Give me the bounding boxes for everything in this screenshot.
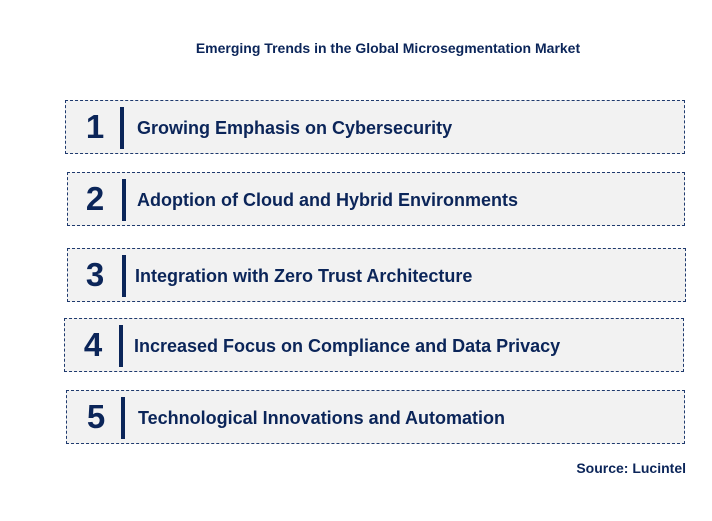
divider [122,255,126,297]
item-label: Adoption of Cloud and Hybrid Environment… [137,190,518,210]
trend-item-2: 2 Adoption of Cloud and Hybrid Environme… [67,172,685,226]
divider [121,397,125,439]
divider [122,179,126,221]
source-note: Source: Lucintel [576,460,686,476]
item-number: 2 [85,180,105,217]
item-number: 4 [83,326,103,363]
item-number: 5 [86,398,106,435]
item-label: Technological Innovations and Automation [138,408,506,428]
item-label: Growing Emphasis on Cybersecurity [137,118,453,138]
item-label: Increased Focus on Compliance and Data P… [134,336,561,356]
trend-item-1: 1 Growing Emphasis on Cybersecurity [65,100,685,154]
diagram-title: Emerging Trends in the Global Microsegme… [195,40,581,56]
item-number: 1 [85,108,105,145]
trend-item-4: 4 Increased Focus on Compliance and Data… [64,318,684,372]
divider [120,107,124,149]
item-number: 3 [85,256,105,293]
divider [119,325,123,367]
trend-item-3: 3 Integration with Zero Trust Architectu… [67,248,686,302]
item-label: Integration with Zero Trust Architecture [135,266,473,286]
trend-item-5: 5 Technological Innovations and Automati… [66,390,685,444]
